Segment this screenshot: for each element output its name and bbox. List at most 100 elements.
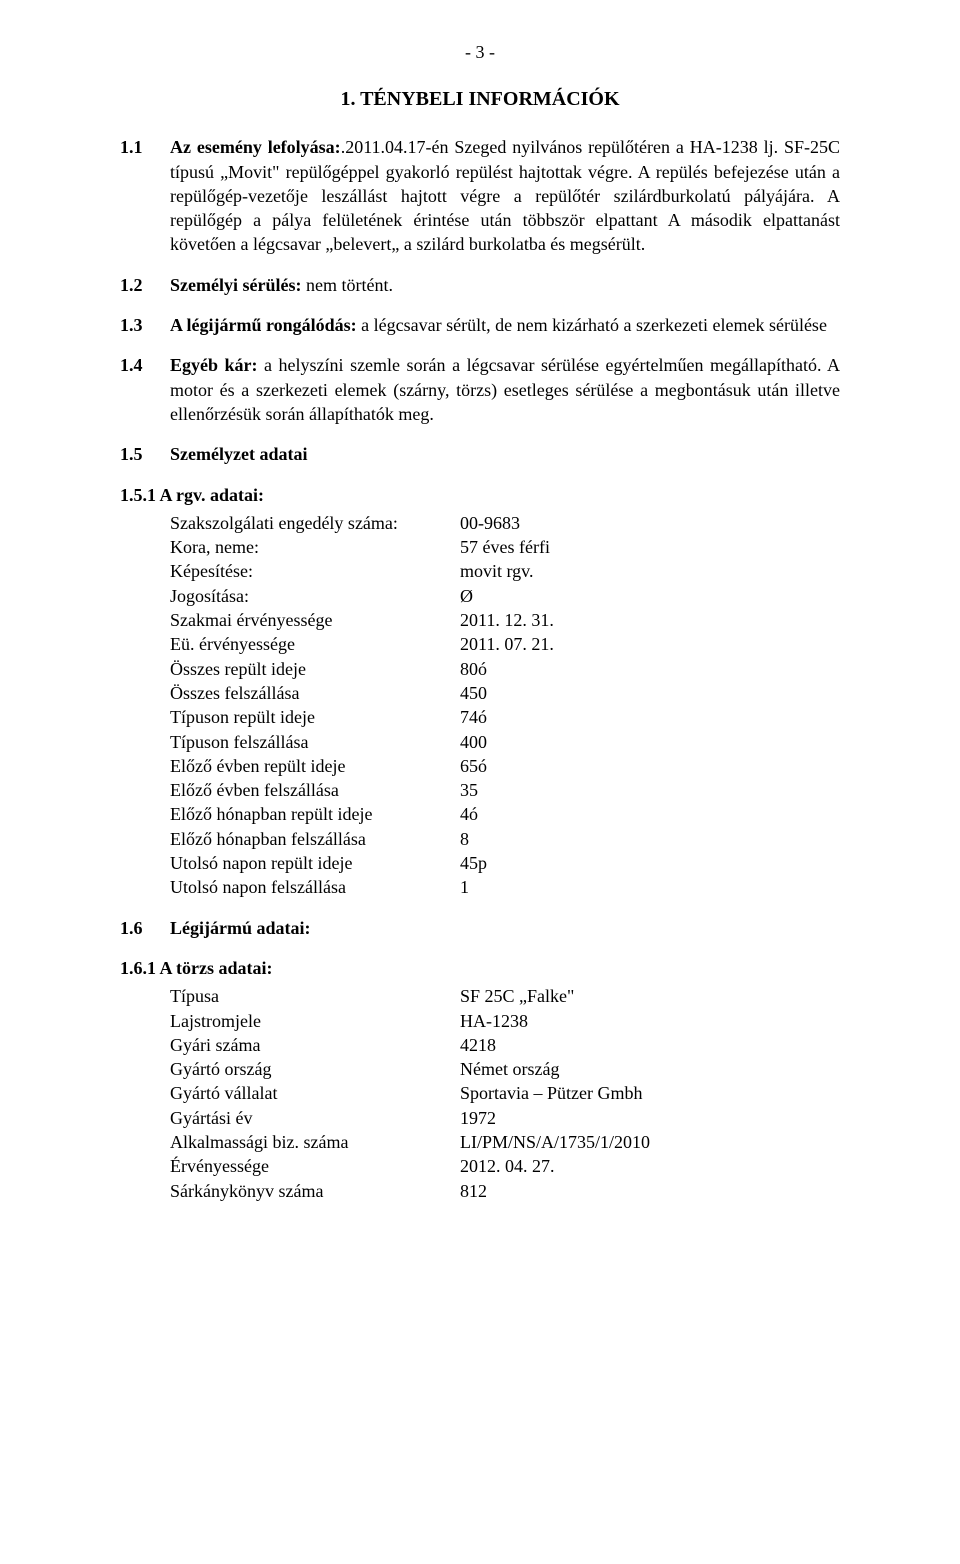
kv-row: Gyártó vállalatSportavia – Pützer Gmbh [170,1081,840,1105]
kv-value: 2012. 04. 27. [460,1154,840,1178]
kv-row: Gyártó országNémet ország [170,1057,840,1081]
kv-value: 2011. 12. 31. [460,608,840,632]
kv-row: Előző évben repült ideje65ó [170,754,840,778]
section-text: a helyszíni szemle során a légcsavar sér… [170,355,840,424]
section-number: 1.2 [120,273,170,297]
subsection-heading: 1.5.1 A rgv. adatai: [120,483,840,507]
kv-key: Gyártó ország [170,1057,460,1081]
kv-value: 35 [460,778,840,802]
kv-value: 812 [460,1179,840,1203]
kv-value: 74ó [460,705,840,729]
section-label: A légijármű rongálódás: [170,315,357,335]
page-number: - 3 - [120,40,840,64]
kv-key: Előző évben felszállása [170,778,460,802]
kv-table-torzs: TípusaSF 25C „Falke"LajstromjeleHA-1238G… [170,984,840,1203]
section-label: Egyéb kár: [170,355,258,375]
section-body: Az esemény lefolyása:.2011.04.17-én Szeg… [170,135,840,256]
section-text: a légcsavar sérült, de nem kizárható a s… [357,315,827,335]
kv-row: Gyártási év1972 [170,1106,840,1130]
section-body: Egyéb kár: a helyszíni szemle során a lé… [170,353,840,426]
kv-value: 45p [460,851,840,875]
kv-value: HA-1238 [460,1009,840,1033]
kv-row: Szakmai érvényessége2011. 12. 31. [170,608,840,632]
kv-value: 4218 [460,1033,840,1057]
kv-row: Jogosítása:Ø [170,584,840,608]
kv-key: Szakmai érvényessége [170,608,460,632]
section-1-6: 1.6 Légijármú adatai: [120,916,840,940]
subsection-1-6-1: 1.6.1 A törzs adatai: TípusaSF 25C „Falk… [120,956,840,1203]
section-label: Légijármú adatai: [170,918,310,938]
kv-row: Összes felszállása450 [170,681,840,705]
kv-value: 65ó [460,754,840,778]
kv-row: Szakszolgálati engedély száma:00-9683 [170,511,840,535]
kv-key: Lajstromjele [170,1009,460,1033]
kv-row: Előző hónapban felszállása8 [170,827,840,851]
section-number: 1.1 [120,135,170,256]
kv-value: 4ó [460,802,840,826]
kv-key: Sárkánykönyv száma [170,1179,460,1203]
kv-key: Gyári száma [170,1033,460,1057]
kv-row: Gyári száma4218 [170,1033,840,1057]
kv-row: Kora, neme:57 éves férfi [170,535,840,559]
kv-row: Utolsó napon repült ideje45p [170,851,840,875]
kv-row: Sárkánykönyv száma812 [170,1179,840,1203]
kv-key: Képesítése: [170,559,460,583]
kv-key: Előző évben repült ideje [170,754,460,778]
kv-row: Előző hónapban repült ideje4ó [170,802,840,826]
kv-value: 450 [460,681,840,705]
document-page: - 3 - 1. TÉNYBELI INFORMÁCIÓK 1.1 Az ese… [0,0,960,1564]
kv-row: Eü. érvényessége2011. 07. 21. [170,632,840,656]
section-1-3: 1.3 A légijármű rongálódás: a légcsavar … [120,313,840,337]
kv-key: Utolsó napon repült ideje [170,851,460,875]
section-body: Személyi sérülés: nem történt. [170,273,840,297]
section-text: nem történt. [301,275,392,295]
section-label: Személyi sérülés: [170,275,301,295]
kv-value: LI/PM/NS/A/1735/1/2010 [460,1130,840,1154]
kv-row: Típuson felszállása400 [170,730,840,754]
kv-key: Típusa [170,984,460,1008]
kv-row: Utolsó napon felszállása1 [170,875,840,899]
section-1-2: 1.2 Személyi sérülés: nem történt. [120,273,840,297]
subsection-1-5-1: 1.5.1 A rgv. adatai: Szakszolgálati enge… [120,483,840,900]
kv-value: movit rgv. [460,559,840,583]
section-heading-1: 1. TÉNYBELI INFORMÁCIÓK [120,86,840,113]
kv-key: Érvényessége [170,1154,460,1178]
section-label: Személyzet adatai [170,444,307,464]
section-1-1: 1.1 Az esemény lefolyása:.2011.04.17-én … [120,135,840,256]
section-1-4: 1.4 Egyéb kár: a helyszíni szemle során … [120,353,840,426]
kv-key: Kora, neme: [170,535,460,559]
section-body: A légijármű rongálódás: a légcsavar sérü… [170,313,840,337]
kv-key: Jogosítása: [170,584,460,608]
kv-row: Alkalmassági biz. számaLI/PM/NS/A/1735/1… [170,1130,840,1154]
kv-row: Előző évben felszállása35 [170,778,840,802]
kv-row: Érvényessége2012. 04. 27. [170,1154,840,1178]
kv-value: Ø [460,584,840,608]
kv-key: Összes repült ideje [170,657,460,681]
section-number: 1.4 [120,353,170,426]
kv-value: 1 [460,875,840,899]
kv-key: Eü. érvényessége [170,632,460,656]
section-number: 1.5 [120,442,170,466]
kv-value: 80ó [460,657,840,681]
section-number: 1.3 [120,313,170,337]
section-body: Légijármú adatai: [170,916,840,940]
kv-value: 1972 [460,1106,840,1130]
kv-key: Gyártó vállalat [170,1081,460,1105]
section-label: Az esemény lefolyása: [170,137,341,157]
kv-value: 2011. 07. 21. [460,632,840,656]
kv-key: Gyártási év [170,1106,460,1130]
kv-table-rgv: Szakszolgálati engedély száma:00-9683Kor… [170,511,840,900]
kv-key: Típuson felszállása [170,730,460,754]
kv-row: TípusaSF 25C „Falke" [170,984,840,1008]
subsection-heading: 1.6.1 A törzs adatai: [120,956,840,980]
kv-key: Alkalmassági biz. száma [170,1130,460,1154]
section-1-5: 1.5 Személyzet adatai [120,442,840,466]
kv-row: Összes repült ideje80ó [170,657,840,681]
kv-key: Típuson repült ideje [170,705,460,729]
kv-value: 8 [460,827,840,851]
kv-value: Sportavia – Pützer Gmbh [460,1081,840,1105]
kv-value: 400 [460,730,840,754]
kv-value: Német ország [460,1057,840,1081]
kv-value: 00-9683 [460,511,840,535]
kv-row: LajstromjeleHA-1238 [170,1009,840,1033]
